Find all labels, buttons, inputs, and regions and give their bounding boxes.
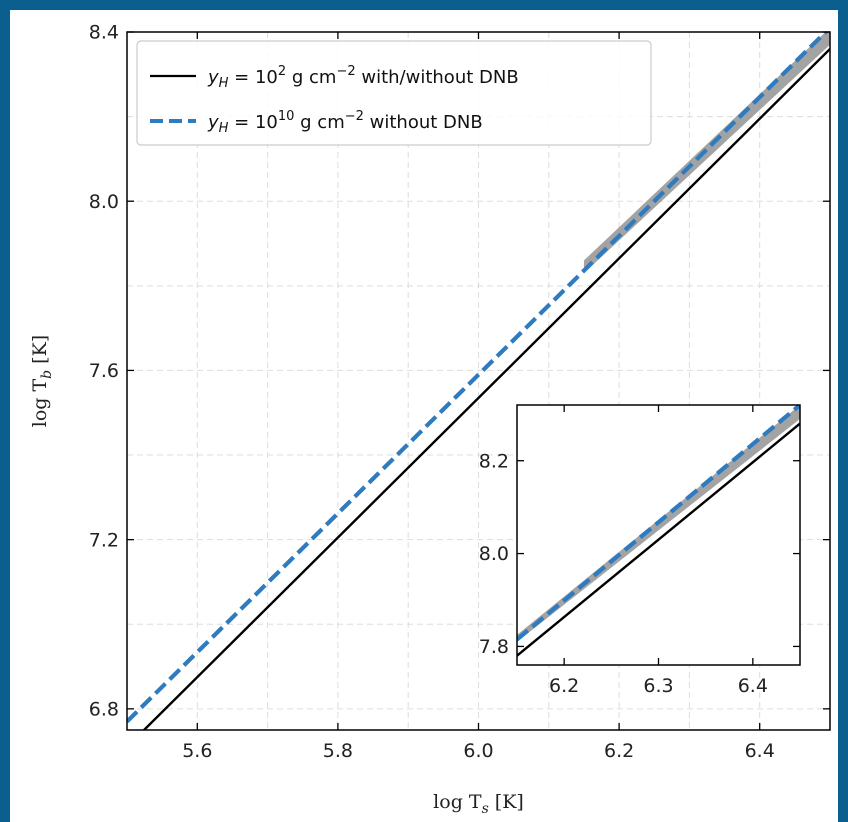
legend-entry-2-symbol: y xyxy=(207,112,219,133)
x-tick-label: 5.6 xyxy=(182,740,212,762)
series-line-solid xyxy=(142,48,830,730)
legend-entry-1-unit-exp: −2 xyxy=(336,64,355,79)
figure-frame: 5.6 5.8 6.0 6.2 6.4 6.8 7.2 7.6 8.0 8.4 log Ts [K… xyxy=(10,10,838,822)
legend-entry-1-subscript: H xyxy=(219,76,229,91)
y-tick-label: 8.0 xyxy=(89,191,119,213)
y-axis-label: log Tb [K] xyxy=(29,335,55,427)
x-tick-label: 6.2 xyxy=(604,740,634,762)
legend: yH = 102 g cm−2 with/without DNB yH = 10… xyxy=(136,40,652,146)
x-axis-label-sub: s xyxy=(482,801,489,817)
legend-box xyxy=(136,40,652,146)
x-axis-label: log Ts [K] xyxy=(433,791,524,817)
legend-entry-1-symbol: y xyxy=(207,67,219,88)
legend-entry-1-unit: g cm xyxy=(286,67,336,88)
series-band xyxy=(583,32,830,274)
series-line-dashed xyxy=(127,32,829,724)
legend-entry-2-exp: 10 xyxy=(278,109,295,124)
main-ticks: 5.6 5.8 6.0 6.2 6.4 6.8 7.2 7.6 8.0 8.4 xyxy=(89,22,830,762)
inset-ticks: 6.2 6.3 6.4 7.8 8.0 8.2 xyxy=(479,405,800,697)
x-axis-label-post: [K] xyxy=(489,791,524,813)
y-tick-label: 7.2 xyxy=(89,529,119,551)
legend-entry-2-subscript: H xyxy=(219,121,229,136)
y-tick-label: 8.0 xyxy=(479,543,509,565)
inset-series xyxy=(517,405,800,657)
chart-canvas: 5.6 5.8 6.0 6.2 6.46.87.27.68.08.4 log Ts [K… xyxy=(29,22,831,817)
legend-entry-1-eq: = 10 xyxy=(228,67,277,88)
legend-entry-2-unit: g cm xyxy=(294,112,344,133)
legend-entry-2: yH = 1010 g cm−2 without DNB xyxy=(207,109,483,136)
x-tick-label: 5.8 xyxy=(323,740,353,762)
main-series xyxy=(127,32,830,730)
series-line-dashed xyxy=(517,405,800,642)
x-tick-label: 6.3 xyxy=(643,675,673,697)
legend-entry-1: yH = 102 g cm−2 with/without DNB xyxy=(207,64,519,91)
x-tick-label: 6.4 xyxy=(738,675,768,697)
y-tick-label: 7.8 xyxy=(479,636,509,658)
x-tick-label: 6.2 xyxy=(549,675,579,697)
y-axis-label-post: [K] xyxy=(29,335,51,370)
series-line-solid xyxy=(517,422,800,657)
y-axis-label-pre: log T xyxy=(29,378,51,427)
y-tick-label: 6.8 xyxy=(89,698,119,720)
y-tick-label: 7.6 xyxy=(89,360,119,382)
y-tick-label: 8.4 xyxy=(89,22,119,44)
legend-entry-2-eq: = 10 xyxy=(228,112,277,133)
y-axis-label-sub: b xyxy=(39,370,55,379)
legend-entry-1-exp: 2 xyxy=(278,64,286,79)
x-tick-label: 6.0 xyxy=(463,740,493,762)
legend-entry-2-unit-exp: −2 xyxy=(345,109,364,124)
y-tick-label: 8.2 xyxy=(479,450,509,472)
x-axis-label-pre: log T xyxy=(433,791,482,813)
legend-entry-1-tail: with/without DNB xyxy=(356,67,519,88)
x-tick-label: 6.4 xyxy=(745,740,775,762)
legend-entry-2-tail: without DNB xyxy=(364,112,483,133)
